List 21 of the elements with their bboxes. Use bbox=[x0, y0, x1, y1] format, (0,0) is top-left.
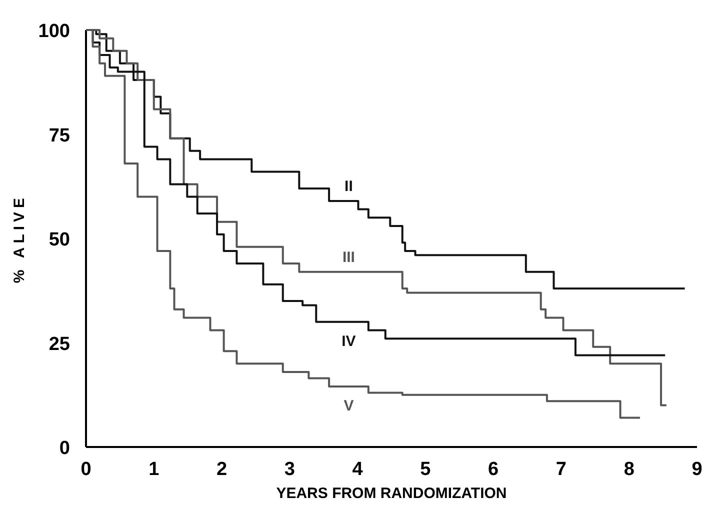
series-label: II bbox=[344, 178, 353, 195]
x-axis-title: YEARS FROM RANDOMIZATION bbox=[276, 485, 507, 502]
y-tick-label: 0 bbox=[59, 438, 70, 459]
series-label: V bbox=[344, 398, 354, 415]
y-tick-label: 25 bbox=[48, 334, 70, 355]
x-tick-label: 2 bbox=[216, 459, 228, 480]
series-label: IV bbox=[342, 332, 356, 350]
x-tick-label: 3 bbox=[284, 459, 295, 480]
x-tick-label: 1 bbox=[148, 459, 160, 480]
x-tick-label: 6 bbox=[488, 459, 499, 480]
x-tick-label: 9 bbox=[692, 459, 702, 480]
x-tick-label: 8 bbox=[624, 459, 634, 480]
x-tick-label: 4 bbox=[352, 459, 364, 480]
x-tick-label: 0 bbox=[80, 459, 92, 480]
y-tick-label: 100 bbox=[38, 21, 70, 42]
series-label: III bbox=[342, 248, 355, 266]
x-tick-label: 5 bbox=[420, 459, 432, 480]
y-axis-title: % ALIVE bbox=[11, 194, 28, 284]
y-tick-label: 75 bbox=[48, 125, 70, 146]
y-tick-label: 50 bbox=[48, 230, 70, 250]
x-tick-label: 7 bbox=[556, 459, 567, 480]
